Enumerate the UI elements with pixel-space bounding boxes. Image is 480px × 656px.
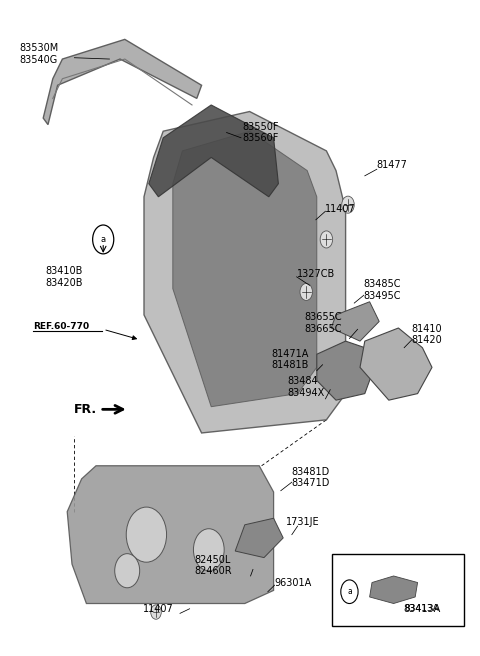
Text: 83550F
83560F: 83550F 83560F bbox=[242, 122, 279, 143]
Polygon shape bbox=[149, 105, 278, 197]
Text: 83413A: 83413A bbox=[403, 604, 441, 614]
Polygon shape bbox=[235, 518, 283, 558]
Text: 11407: 11407 bbox=[325, 203, 356, 214]
FancyBboxPatch shape bbox=[332, 554, 464, 626]
Text: 83410B
83420B: 83410B 83420B bbox=[46, 266, 83, 287]
Circle shape bbox=[341, 580, 358, 604]
Text: 83481D
83471D: 83481D 83471D bbox=[292, 467, 330, 488]
Text: a: a bbox=[347, 587, 352, 596]
Text: 81410
81420: 81410 81420 bbox=[412, 324, 443, 345]
Circle shape bbox=[115, 554, 140, 588]
Polygon shape bbox=[360, 328, 432, 400]
Circle shape bbox=[320, 231, 333, 248]
Circle shape bbox=[193, 529, 224, 571]
Text: 1731JE: 1731JE bbox=[286, 516, 319, 527]
Polygon shape bbox=[144, 112, 346, 433]
Text: 81471A
81481B: 81471A 81481B bbox=[271, 349, 309, 370]
Polygon shape bbox=[370, 576, 418, 604]
Polygon shape bbox=[43, 39, 202, 125]
Text: 83484
83494X: 83484 83494X bbox=[287, 377, 324, 398]
Text: 96301A: 96301A bbox=[275, 577, 312, 588]
Text: 83655C
83665C: 83655C 83665C bbox=[305, 312, 342, 333]
Circle shape bbox=[342, 196, 354, 213]
Text: 82450L
82460R: 82450L 82460R bbox=[194, 555, 232, 576]
Circle shape bbox=[151, 605, 161, 619]
Circle shape bbox=[93, 225, 114, 254]
Text: FR.: FR. bbox=[74, 403, 97, 416]
Polygon shape bbox=[67, 466, 274, 604]
Text: 1327CB: 1327CB bbox=[297, 269, 335, 279]
Text: 83413A: 83413A bbox=[404, 604, 439, 613]
Text: 11407: 11407 bbox=[143, 604, 174, 614]
Text: 81477: 81477 bbox=[377, 160, 408, 171]
Text: REF.60-770: REF.60-770 bbox=[33, 322, 89, 331]
Text: 83530M
83540G: 83530M 83540G bbox=[19, 43, 59, 64]
Circle shape bbox=[126, 507, 167, 562]
Polygon shape bbox=[317, 341, 374, 400]
Polygon shape bbox=[173, 131, 317, 407]
Text: 83485C
83495C: 83485C 83495C bbox=[364, 279, 401, 300]
Text: a: a bbox=[101, 235, 106, 244]
Polygon shape bbox=[331, 302, 379, 341]
Circle shape bbox=[300, 283, 312, 300]
